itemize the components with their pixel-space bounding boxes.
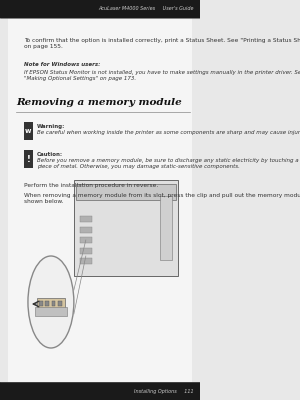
FancyBboxPatch shape [8,16,192,384]
Text: Warning:: Warning: [37,124,65,129]
Bar [58,301,62,306]
Bar [0,382,200,400]
Text: Be careful when working inside the printer as some components are sharp and may : Be careful when working inside the print… [37,130,300,135]
Bar [37,298,65,308]
Text: To confirm that the option is installed correctly, print a Status Sheet. See "Pr: To confirm that the option is installed … [24,38,300,49]
Bar [80,258,92,264]
Bar [45,301,49,306]
Bar [24,122,33,140]
FancyBboxPatch shape [76,184,176,200]
FancyBboxPatch shape [74,180,178,276]
Text: If EPSON Status Monitor is not installed, you have to make settings manually in : If EPSON Status Monitor is not installed… [24,70,300,81]
Bar [160,196,172,260]
Text: When removing a memory module from its slot, press the clip and pull out the mem: When removing a memory module from its s… [24,193,300,204]
Text: w: w [25,128,32,134]
Bar [0,0,200,18]
Bar [80,248,92,254]
Text: AcuLaser M4000 Series     User's Guide: AcuLaser M4000 Series User's Guide [98,6,194,12]
Text: Perform the installation procedure in reverse.: Perform the installation procedure in re… [24,183,158,188]
Text: !: ! [26,154,30,164]
Bar [80,227,92,233]
Bar [52,301,55,306]
Text: Caution:: Caution: [37,152,63,157]
Text: Installing Options     111: Installing Options 111 [134,389,194,394]
Text: Note for Windows users:: Note for Windows users: [24,62,100,67]
Bar [24,150,33,168]
Circle shape [28,256,74,348]
Bar [80,237,92,243]
Text: Removing a memory module: Removing a memory module [16,98,182,107]
Bar [80,216,92,222]
Text: Before you remove a memory module, be sure to discharge any static electricity b: Before you remove a memory module, be su… [37,158,300,169]
Bar [39,301,43,306]
Bar [35,307,67,316]
